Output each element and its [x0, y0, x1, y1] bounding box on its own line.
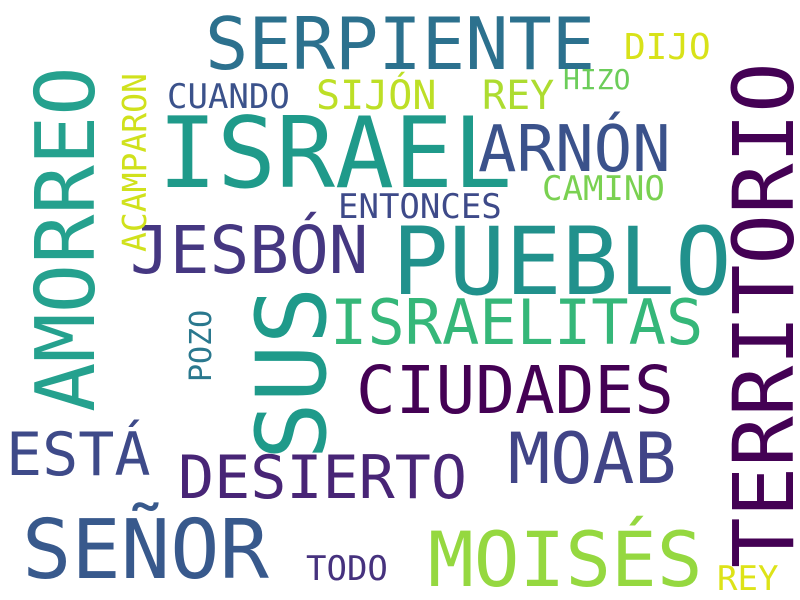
- word-dijo: DIJO: [624, 27, 711, 68]
- word-israelitas: ISRAELITAS: [330, 286, 704, 359]
- word-moises: MOISÉS: [428, 515, 703, 600]
- word-esta: ESTÁ: [6, 420, 151, 490]
- word-ciudades: CIUDADES: [356, 352, 674, 429]
- word-cuando: CUANDO: [167, 77, 290, 117]
- word-acamparon: ACAMPARON: [115, 73, 154, 252]
- word-rey-bottom: REY: [717, 559, 779, 599]
- word-senor: SEÑOR: [22, 503, 269, 598]
- word-territorio: TERRITORIO: [715, 62, 800, 568]
- word-camino: CAMINO: [542, 169, 665, 209]
- word-pueblo: PUEBLO: [392, 208, 732, 317]
- word-desierto: DESIERTO: [178, 443, 467, 513]
- word-amorreo: AMORREO: [19, 66, 114, 412]
- word-todo: TODO: [306, 549, 388, 589]
- word-entonces: ENTONCES: [338, 187, 502, 227]
- word-sus: SUS: [236, 286, 348, 460]
- word-sijon: SIJÓN: [316, 73, 437, 119]
- word-moab: MOAB: [508, 418, 677, 500]
- word-hizo: HIZO: [563, 63, 631, 96]
- word-israel: ISRAEL: [158, 97, 513, 211]
- word-pozo: POZO: [184, 309, 219, 382]
- word-serpiente: SERPIENTE: [205, 2, 596, 86]
- word-arnon: ARNÓN: [478, 113, 671, 187]
- word-rey-top: REY: [482, 73, 555, 119]
- word-jesbon: JESBÓN: [130, 212, 369, 289]
